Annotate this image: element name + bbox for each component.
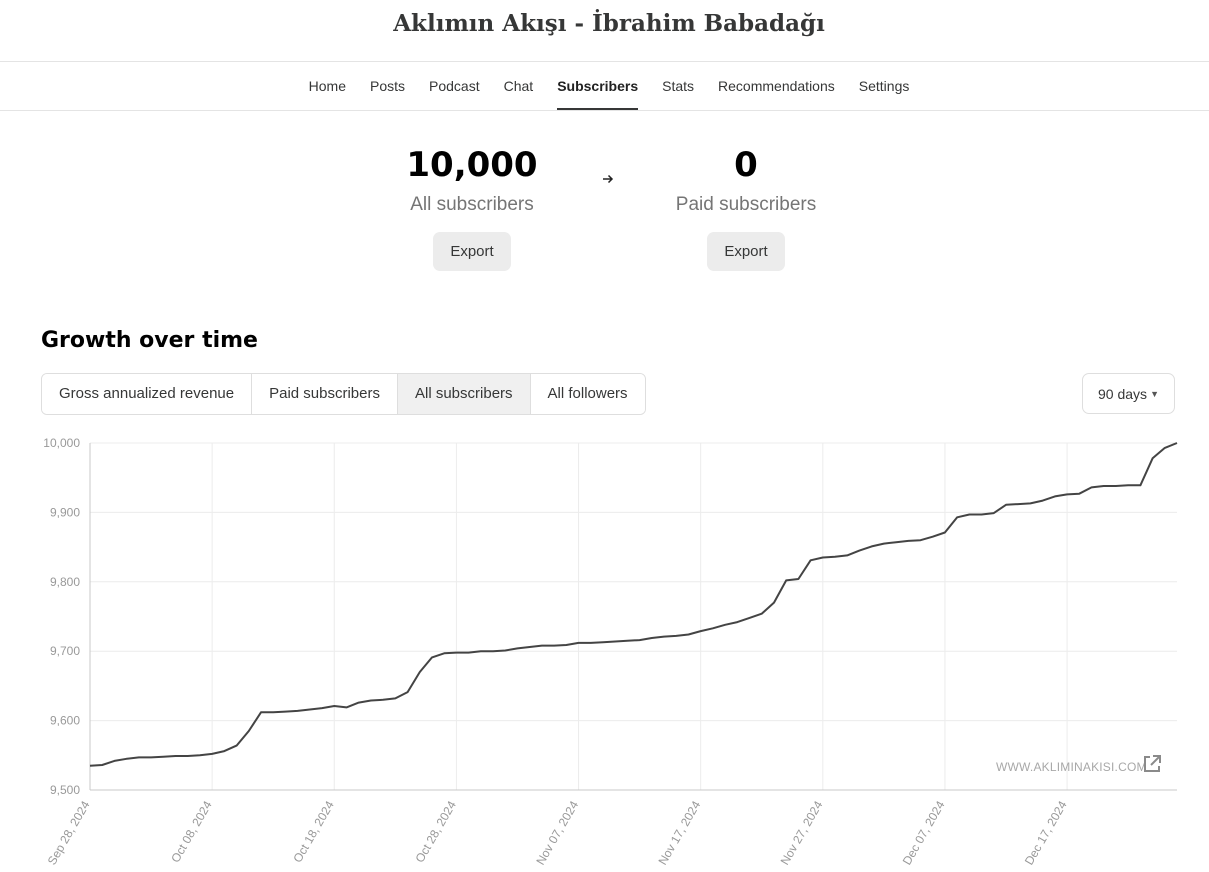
x-tick-label: Dec 17, 2024	[1022, 798, 1070, 867]
date-range-value: 90 days	[1098, 386, 1148, 402]
paid-subscribers-label: Paid subscribers	[675, 194, 817, 215]
nav-item-settings[interactable]: Settings	[858, 78, 910, 94]
tab-all-followers[interactable]: All followers	[530, 374, 645, 414]
x-tick-label: Dec 07, 2024	[900, 798, 948, 867]
paid-subscribers-stat: 0 Paid subscribers Export	[626, 140, 866, 271]
nav-item-stats[interactable]: Stats	[662, 78, 695, 94]
x-tick-label: Sep 28, 2024	[45, 798, 93, 867]
x-tick-label: Oct 28, 2024	[413, 798, 460, 865]
tab-paid-subscribers[interactable]: Paid subscribers	[252, 374, 398, 414]
nav-item-chat[interactable]: Chat	[503, 78, 534, 94]
header-divider	[0, 61, 1209, 62]
main-nav: Home Posts Podcast Chat Subscribers Stats Reco…	[0, 62, 1209, 110]
nav-item-home[interactable]: Home	[308, 78, 346, 94]
y-tick-label: 9,600	[50, 714, 80, 728]
date-range-select[interactable]: 90 days ▼	[1082, 373, 1175, 414]
series-line-all-subscribers	[89, 442, 1178, 767]
site-link[interactable]: WWW.AKLIMINAKISI.COM	[996, 760, 1147, 774]
x-tick-label: Oct 08, 2024	[168, 798, 215, 865]
tab-all-subscribers[interactable]: All subscribers	[398, 374, 531, 414]
all-subscribers-stat: 10,000 All subscribers Export	[352, 140, 592, 271]
metric-tabs: Gross annualized revenue Paid subscribers…	[41, 373, 646, 415]
y-tick-label: 9,500	[50, 783, 80, 797]
x-tick-label: Nov 27, 2024	[778, 798, 826, 867]
external-link-icon[interactable]	[1142, 754, 1162, 774]
tab-gross-annualized-revenue[interactable]: Gross annualized revenue	[42, 374, 253, 414]
y-tick-label: 9,800	[50, 575, 80, 589]
all-subscribers-label: All subscribers	[410, 194, 534, 215]
paid-subscribers-count: 0	[734, 145, 758, 185]
nav-item-podcast[interactable]: Podcast	[429, 78, 480, 94]
y-tick-label: 10,000	[43, 436, 80, 450]
nav-item-posts[interactable]: Posts	[370, 78, 406, 94]
export-paid-subscribers-button[interactable]: Export	[707, 232, 785, 271]
x-tick-label: Nov 07, 2024	[533, 798, 581, 867]
y-tick-label: 9,900	[50, 505, 80, 519]
chevron-down-icon: ▼	[1150, 389, 1159, 399]
y-tick-label: 9,700	[50, 644, 80, 658]
nav-item-recommendations[interactable]: Recommendations	[718, 78, 835, 94]
site-title[interactable]: Aklımın Akışı - İbrahim Babadağı	[393, 10, 825, 37]
growth-section-title: Growth over time	[41, 328, 258, 353]
nav-item-subscribers[interactable]: Subscribers	[545, 62, 650, 110]
subscriber-growth-chart: 9,500 9,600 9,700 9,800 9,900 10,000 Sep 28, 2…	[43, 436, 1178, 867]
nav-divider	[0, 110, 1209, 111]
x-tick-label: Nov 17, 2024	[655, 798, 703, 867]
arrow-right-icon	[602, 172, 614, 188]
x-tick-label: Oct 18, 2024	[290, 798, 337, 865]
all-subscribers-count: 10,000	[406, 145, 538, 185]
export-all-subscribers-button[interactable]: Export	[433, 232, 511, 271]
